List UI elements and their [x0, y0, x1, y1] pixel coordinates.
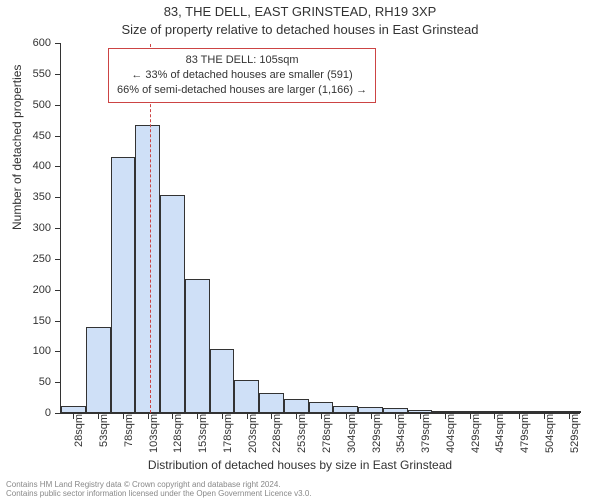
histogram-bar: [309, 402, 334, 413]
y-tick-label: 50: [39, 376, 61, 388]
annotation-line1: 83 THE DELL: 105sqm: [117, 53, 367, 68]
x-tick-label: 53sqm: [98, 414, 110, 447]
x-tick-label: 128sqm: [172, 414, 184, 453]
x-tick-label: 203sqm: [247, 414, 259, 453]
x-tick-label: 278sqm: [321, 414, 333, 453]
y-tick-label: 450: [33, 130, 61, 142]
histogram-bar: [234, 380, 259, 413]
y-tick-label: 500: [33, 99, 61, 111]
x-tick-label: 479sqm: [519, 414, 531, 453]
x-tick-label: 504sqm: [544, 414, 556, 453]
histogram-bar: [333, 406, 358, 413]
x-tick-label: 28sqm: [73, 414, 85, 447]
histogram-bar: [185, 279, 210, 413]
histogram-bar: [61, 406, 86, 413]
footer-line1: Contains HM Land Registry data © Crown c…: [6, 480, 312, 489]
histogram-bar: [284, 399, 309, 413]
x-tick-label: 103sqm: [148, 414, 160, 453]
y-tick-label: 250: [33, 253, 61, 265]
histogram-bar: [86, 327, 111, 413]
histogram-bar: [259, 393, 284, 413]
x-tick-label: 354sqm: [395, 414, 407, 453]
x-tick-label: 429sqm: [470, 414, 482, 453]
x-tick-label: 329sqm: [371, 414, 383, 453]
histogram-bar: [135, 125, 160, 413]
annotation-line3: 66% of semi-detached houses are larger (…: [117, 83, 367, 98]
y-tick-label: 600: [33, 37, 61, 49]
y-axis-label: Number of detached properties: [10, 65, 24, 230]
histogram-bar: [210, 349, 235, 413]
x-tick-label: 153sqm: [197, 414, 209, 453]
y-tick-label: 300: [33, 222, 61, 234]
y-tick-label: 550: [33, 68, 61, 80]
chart-supertitle: 83, THE DELL, EAST GRINSTEAD, RH19 3XP: [0, 4, 600, 19]
y-tick-label: 0: [45, 407, 61, 419]
x-tick-label: 404sqm: [445, 414, 457, 453]
chart-title: Size of property relative to detached ho…: [0, 22, 600, 37]
x-tick-label: 228sqm: [271, 414, 283, 453]
y-tick-label: 400: [33, 160, 61, 172]
x-tick-label: 78sqm: [123, 414, 135, 447]
histogram-bar: [160, 195, 185, 413]
x-tick-label: 379sqm: [420, 414, 432, 453]
x-axis-label: Distribution of detached houses by size …: [0, 458, 600, 472]
histogram-bar: [111, 157, 136, 413]
y-tick-label: 200: [33, 284, 61, 296]
y-tick-label: 350: [33, 191, 61, 203]
x-tick-label: 304sqm: [346, 414, 358, 453]
x-tick-label: 178sqm: [222, 414, 234, 453]
y-tick-label: 150: [33, 315, 61, 327]
x-tick-label: 253sqm: [296, 414, 308, 453]
x-tick-label: 454sqm: [494, 414, 506, 453]
annotation-box: 83 THE DELL: 105sqm ← 33% of detached ho…: [108, 48, 376, 103]
x-tick-label: 529sqm: [569, 414, 581, 453]
annotation-line2: ← 33% of detached houses are smaller (59…: [117, 68, 367, 83]
footer-line2: Contains public sector information licen…: [6, 489, 312, 498]
footer-attribution: Contains HM Land Registry data © Crown c…: [6, 480, 312, 498]
y-tick-label: 100: [33, 345, 61, 357]
